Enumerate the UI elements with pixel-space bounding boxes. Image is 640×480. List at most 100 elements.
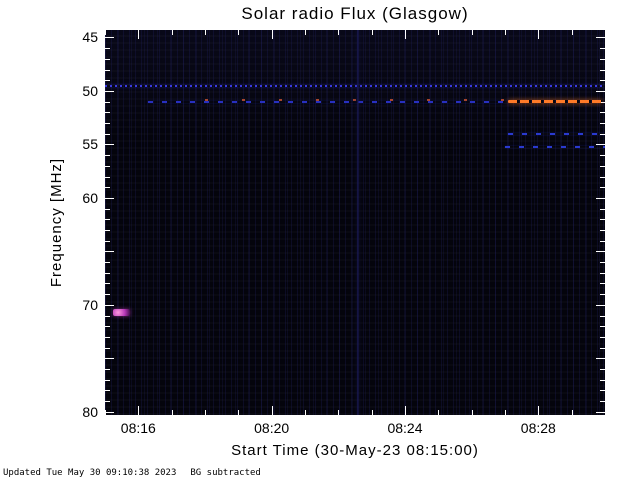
y-tick: [105, 294, 110, 296]
bg-subtracted-label: BG subtracted: [190, 468, 261, 478]
x-tick: [138, 30, 140, 39]
y-tick: [105, 90, 114, 92]
x-tick: [238, 410, 240, 415]
y-tick: [105, 123, 110, 125]
y-tick: [600, 379, 605, 381]
feature-rfi-line-54mhz: [508, 132, 605, 135]
y-tick: [600, 294, 605, 296]
y-tick: [600, 401, 605, 403]
x-tick: [505, 30, 506, 35]
y-tick: [105, 336, 110, 338]
y-tick: [105, 48, 110, 50]
y-tick: [600, 48, 605, 50]
y-tick: [105, 208, 110, 210]
y-tick: [596, 37, 605, 39]
x-tick: [438, 30, 440, 35]
y-tick: [105, 358, 114, 360]
y-tick: [600, 390, 605, 392]
y-tick: [600, 326, 605, 328]
y-tick: [596, 90, 605, 92]
y-tick: [600, 123, 605, 125]
feature-rfi-line-51mhz: [148, 100, 509, 103]
y-tick: [600, 336, 605, 338]
y-tick: [105, 229, 110, 231]
y-tick: [596, 251, 605, 253]
y-tick: [105, 262, 110, 264]
y-tick: [105, 80, 110, 82]
spectrogram-plot-area: [105, 30, 605, 415]
feature-rfi-line-55mhz: [505, 145, 605, 148]
x-tick: [538, 30, 540, 39]
y-tick: [105, 379, 110, 381]
x-tick: [538, 406, 540, 415]
x-tick-label: 08:16: [120, 420, 156, 436]
y-tick: [600, 112, 605, 114]
y-tick: [105, 144, 114, 146]
y-tick-label: 60: [82, 189, 98, 206]
y-tick: [105, 58, 110, 60]
updated-timestamp: Updated Tue May 30 09:10:38 2023: [3, 468, 177, 478]
y-tick: [600, 187, 605, 189]
y-tick: [600, 240, 605, 242]
feature-radio-burst-51mhz: [508, 99, 602, 103]
y-tick: [105, 283, 110, 285]
y-tick: [105, 155, 110, 157]
y-tick: [105, 304, 114, 306]
x-tick-label: 08:20: [254, 420, 290, 436]
x-tick: [405, 406, 406, 415]
y-tick: [600, 80, 605, 82]
y-tick: [105, 165, 110, 167]
feature-sparse-dots-51mhz: [205, 98, 505, 101]
y-tick: [600, 283, 605, 285]
x-tick: [205, 410, 206, 415]
x-tick: [471, 30, 473, 35]
x-tick: [171, 410, 173, 415]
x-tick: [171, 30, 173, 35]
y-tick: [596, 144, 605, 146]
x-tick-label: 08:28: [520, 420, 556, 436]
x-tick: [338, 410, 340, 415]
y-tick: [600, 69, 605, 71]
y-tick: [600, 58, 605, 60]
x-tick: [338, 30, 340, 35]
feature-rfi-line-49-5mhz: [105, 84, 605, 87]
x-tick-label: 08:24: [387, 420, 423, 436]
y-tick: [600, 101, 605, 103]
x-tick: [405, 30, 406, 39]
y-tick: [105, 326, 110, 328]
y-tick-label: 45: [82, 29, 98, 46]
y-tick-label: 80: [82, 403, 98, 420]
y-tick: [596, 304, 605, 306]
y-tick: [105, 272, 110, 274]
y-tick: [105, 347, 110, 349]
y-tick-label: 55: [82, 136, 98, 153]
feature-point-source-70-7mhz: [113, 309, 130, 317]
y-tick: [600, 315, 605, 317]
y-tick: [600, 219, 605, 221]
y-tick: [105, 390, 110, 392]
y-tick: [105, 251, 114, 253]
y-tick: [105, 69, 110, 71]
footer: Updated Tue May 30 09:10:38 2023 BG subtr…: [3, 468, 261, 478]
y-tick: [600, 176, 605, 178]
y-tick-label: 50: [82, 82, 98, 99]
y-tick: [105, 219, 110, 221]
y-tick: [105, 176, 110, 178]
y-tick: [105, 240, 110, 242]
y-tick: [596, 197, 605, 199]
x-tick: [305, 30, 306, 35]
x-tick: [271, 406, 273, 415]
y-tick: [105, 37, 114, 39]
x-tick: [205, 30, 206, 35]
y-tick: [105, 369, 110, 370]
x-tick: [371, 30, 373, 35]
y-tick: [600, 369, 605, 370]
y-tick: [600, 165, 605, 167]
y-tick: [105, 197, 114, 199]
y-tick: [600, 347, 605, 349]
y-tick: [600, 229, 605, 231]
x-axis-title: Start Time (30-May-23 08:15:00): [231, 442, 479, 459]
x-tick: [571, 410, 573, 415]
x-tick: [371, 410, 373, 415]
